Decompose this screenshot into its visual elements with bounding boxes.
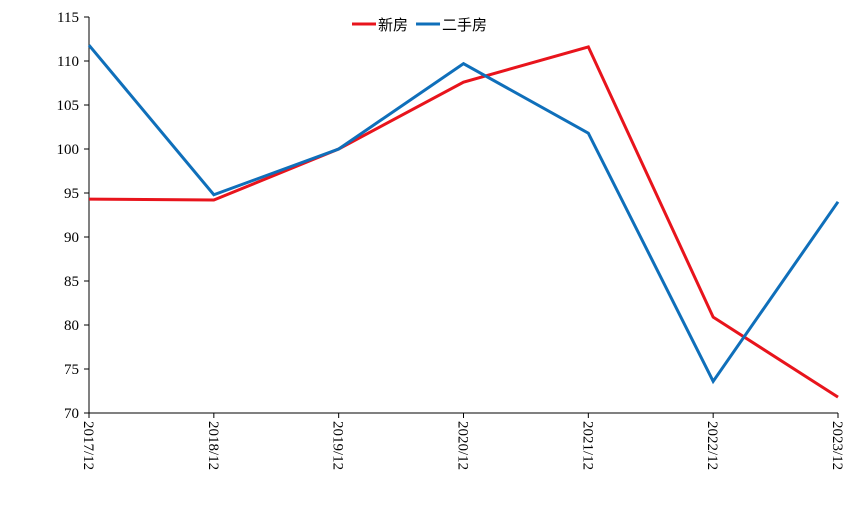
y-tick-label: 70 [64, 406, 79, 422]
y-tick-label: 80 [64, 318, 79, 334]
x-tick-label: 2023/12 [829, 421, 845, 470]
y-tick-label: 110 [57, 54, 79, 70]
y-tick-label: 105 [57, 98, 80, 114]
y-tick-label: 100 [57, 142, 80, 158]
x-tick-label: 2017/12 [80, 421, 96, 470]
y-tick-label: 85 [64, 274, 79, 290]
legend-label: 新房 [378, 16, 408, 34]
line-series [87, 44, 840, 385]
x-tick-label: 2021/12 [579, 421, 595, 470]
x-tick-label: 2022/12 [704, 421, 720, 470]
x-tick-label: 2020/12 [455, 421, 471, 470]
legend-label: 二手房 [442, 16, 487, 34]
x-tick-label: 2018/12 [205, 421, 221, 470]
line-series [88, 45, 839, 399]
y-tick-label: 115 [57, 10, 79, 26]
y-tick-label: 90 [64, 230, 79, 246]
x-tick-label: 2019/12 [330, 421, 346, 470]
y-tick-label: 75 [64, 362, 79, 378]
y-tick-label: 95 [64, 186, 79, 202]
